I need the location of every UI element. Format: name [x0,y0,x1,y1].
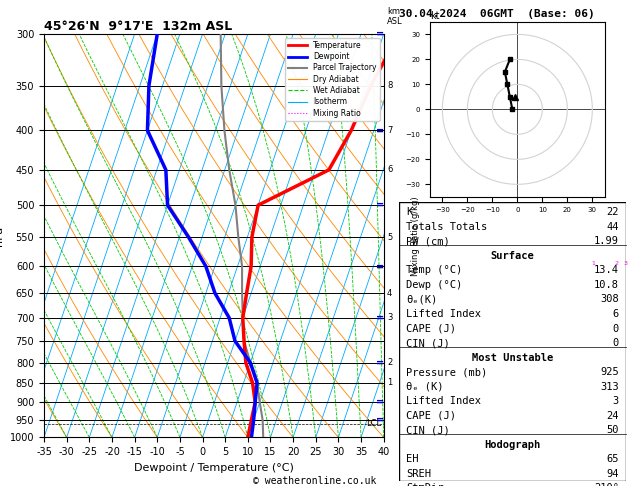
Text: Dewp (°C): Dewp (°C) [406,280,462,290]
Text: 5: 5 [387,233,392,242]
Text: © weatheronline.co.uk: © weatheronline.co.uk [253,476,376,486]
Text: 313: 313 [600,382,619,392]
Text: CIN (J): CIN (J) [406,338,450,348]
Text: 925: 925 [600,367,619,377]
Text: Totals Totals: Totals Totals [406,222,487,232]
Text: CAPE (J): CAPE (J) [406,411,456,421]
Text: 30.04.2024  06GMT  (Base: 06): 30.04.2024 06GMT (Base: 06) [399,9,595,19]
Text: EH: EH [406,454,419,464]
Text: 308: 308 [600,295,619,304]
Text: PW (cm): PW (cm) [406,236,450,246]
Text: 24: 24 [606,411,619,421]
Text: =: = [377,415,384,425]
Y-axis label: hPa: hPa [0,226,4,246]
Text: CAPE (J): CAPE (J) [406,324,456,333]
Text: 2: 2 [615,261,618,266]
Text: =: = [377,29,384,39]
Text: Hodograph: Hodograph [484,440,541,450]
Text: 4: 4 [387,289,392,297]
Text: 13.4: 13.4 [594,265,619,276]
Text: 7: 7 [387,126,392,135]
Text: 1: 1 [592,261,596,266]
Text: Lifted Index: Lifted Index [406,309,481,319]
Text: StmDir: StmDir [406,484,443,486]
Text: Pressure (mb): Pressure (mb) [406,367,487,377]
Text: Temp (°C): Temp (°C) [406,265,462,276]
Text: θₑ(K): θₑ(K) [406,295,437,304]
Text: 50: 50 [606,425,619,435]
Text: 0: 0 [613,338,619,348]
Text: 44: 44 [606,222,619,232]
Text: θₑ (K): θₑ (K) [406,382,443,392]
Text: LCL: LCL [366,419,381,428]
Text: 65: 65 [606,454,619,464]
Text: =: = [377,397,384,407]
Text: =: = [377,125,384,136]
Legend: Temperature, Dewpoint, Parcel Trajectory, Dry Adiabat, Wet Adiabat, Isotherm, Mi: Temperature, Dewpoint, Parcel Trajectory… [285,38,380,121]
X-axis label: Dewpoint / Temperature (°C): Dewpoint / Temperature (°C) [134,463,294,473]
Text: 94: 94 [606,469,619,479]
Text: 3: 3 [623,261,628,266]
Text: kt: kt [430,11,440,21]
Text: 1.99: 1.99 [594,236,619,246]
Text: 2: 2 [387,358,392,367]
Text: =: = [377,261,384,271]
Text: K: K [406,208,413,217]
Text: SREH: SREH [406,469,431,479]
Text: =: = [377,200,384,210]
Text: CIN (J): CIN (J) [406,425,450,435]
Text: Mixing Ratio (g/kg): Mixing Ratio (g/kg) [411,196,420,276]
Text: 22: 22 [606,208,619,217]
Text: 6: 6 [387,165,392,174]
Text: 210°: 210° [594,484,619,486]
Text: 45°26'N  9°17'E  132m ASL: 45°26'N 9°17'E 132m ASL [44,20,232,33]
Text: =: = [377,313,384,323]
Text: 6: 6 [613,309,619,319]
Text: Most Unstable: Most Unstable [472,353,554,363]
Text: =: = [377,358,384,367]
Text: 0: 0 [613,324,619,333]
Text: 3: 3 [613,396,619,406]
Text: Lifted Index: Lifted Index [406,396,481,406]
Text: 3: 3 [387,313,392,322]
Text: Surface: Surface [491,251,535,261]
Text: 8: 8 [387,81,392,90]
Text: 1: 1 [387,379,392,387]
Text: 10.8: 10.8 [594,280,619,290]
Text: km
ASL: km ASL [387,6,403,26]
